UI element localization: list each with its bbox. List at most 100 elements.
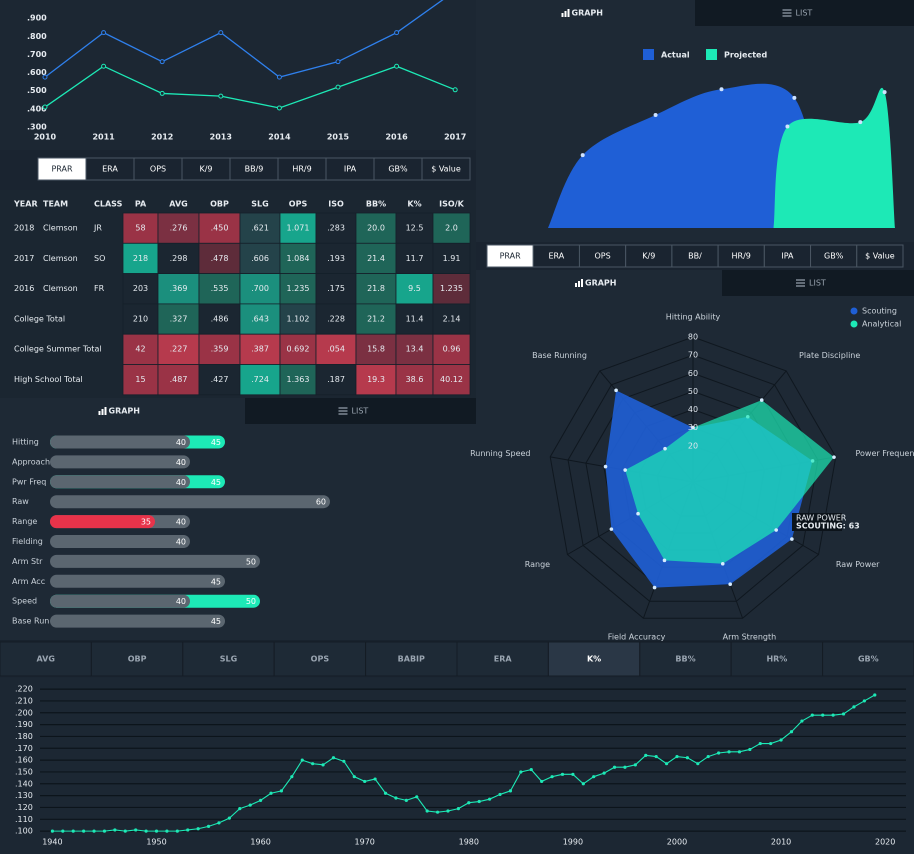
cell-bg (355, 333, 397, 365)
cell-bg (432, 242, 471, 275)
y-tick-label: .160 (15, 756, 33, 765)
point (810, 713, 814, 717)
point (612, 765, 617, 769)
cell: Clemson (43, 254, 78, 263)
value-label: 50 (246, 597, 256, 606)
tab[interactable] (476, 270, 722, 296)
list-icon (796, 282, 805, 284)
point (227, 816, 231, 820)
bar (50, 554, 260, 568)
cell-bg (395, 364, 434, 396)
graph-icon (578, 281, 580, 287)
column-header: OPS (289, 200, 308, 209)
point (101, 63, 107, 69)
point (654, 754, 658, 759)
legend-label: Projected (724, 51, 767, 60)
cell: 1.071 (287, 224, 310, 233)
tab[interactable] (421, 157, 471, 181)
tab-label: BABIP (398, 655, 425, 664)
tab-label: BB/ (688, 252, 702, 261)
cell: 19.3 (367, 375, 385, 384)
tab[interactable] (365, 641, 458, 677)
tab[interactable] (856, 244, 904, 268)
x-tick-label: 2013 (210, 133, 232, 142)
tab[interactable] (639, 641, 732, 677)
tab-label: OPS (311, 655, 330, 664)
column-header: ISO (328, 200, 344, 209)
tab-label: K/9 (642, 252, 655, 261)
x-tick-label: 1970 (355, 838, 375, 847)
tab-label: PRAR (500, 252, 522, 261)
cell-bg (395, 273, 434, 305)
cell: .193 (327, 254, 345, 263)
tab-label: GB% (858, 655, 879, 664)
tab[interactable] (722, 270, 914, 296)
point (352, 775, 356, 779)
tab[interactable] (822, 641, 914, 677)
cell: SO (94, 254, 105, 263)
cell: 1.91 (443, 254, 461, 263)
bar (50, 495, 330, 509)
x-tick-label: 1990 (563, 838, 583, 847)
cell: 203 (133, 284, 148, 293)
point (560, 772, 565, 776)
column-header: PA (135, 200, 147, 209)
tab[interactable] (695, 0, 914, 26)
tab[interactable] (547, 641, 641, 677)
tab[interactable] (476, 0, 695, 26)
cell-bg (122, 212, 159, 244)
tab-label: GRAPH (109, 407, 140, 416)
tab[interactable] (90, 641, 184, 677)
point (717, 751, 721, 755)
cell-bg (355, 242, 397, 275)
bar (50, 594, 190, 608)
x-tick-label: 2016 (385, 133, 408, 142)
tab[interactable] (0, 641, 92, 677)
tab[interactable] (182, 641, 275, 677)
point (614, 388, 618, 393)
point (363, 779, 367, 784)
tab[interactable] (730, 641, 824, 677)
r-tick-label: 50 (688, 387, 698, 396)
cell: 2017 (14, 254, 34, 263)
cell-bg (355, 273, 397, 305)
cell-bg (315, 212, 357, 244)
radar-area (625, 400, 835, 564)
bar (50, 574, 225, 588)
tab[interactable] (273, 641, 367, 677)
bar-label: Hitting (12, 438, 39, 447)
point (800, 719, 804, 723)
cell-bg (279, 242, 317, 275)
point (159, 59, 165, 65)
point (691, 425, 695, 430)
tab[interactable] (245, 398, 476, 424)
point (873, 693, 877, 697)
y-tick-label: .700 (27, 50, 47, 59)
tab-label: GRAPH (585, 279, 616, 288)
legend-label: Actual (661, 51, 690, 60)
point (663, 446, 667, 451)
tab-label: HR/9 (732, 252, 751, 261)
tab[interactable] (456, 641, 549, 677)
cell: .175 (327, 284, 345, 293)
tab-label: PRAR (51, 165, 73, 174)
tab-label: HR% (766, 655, 787, 664)
cell: 1.235 (440, 284, 463, 293)
point (488, 797, 492, 801)
cell: .228 (327, 314, 345, 323)
point (175, 829, 179, 833)
tab-label: ERA (548, 252, 564, 261)
y-tick-label: .150 (15, 767, 33, 776)
axis-label: Field Accuracy (608, 633, 666, 642)
line (44, 65, 456, 109)
point (50, 829, 55, 833)
graph-icon (561, 13, 564, 17)
point (92, 829, 96, 833)
tab-label: IPA (781, 252, 794, 261)
cell-bg (279, 333, 317, 365)
panel (0, 0, 476, 150)
tab-label: OBP (128, 655, 147, 664)
tab[interactable] (0, 398, 245, 424)
graph-icon (581, 279, 583, 287)
